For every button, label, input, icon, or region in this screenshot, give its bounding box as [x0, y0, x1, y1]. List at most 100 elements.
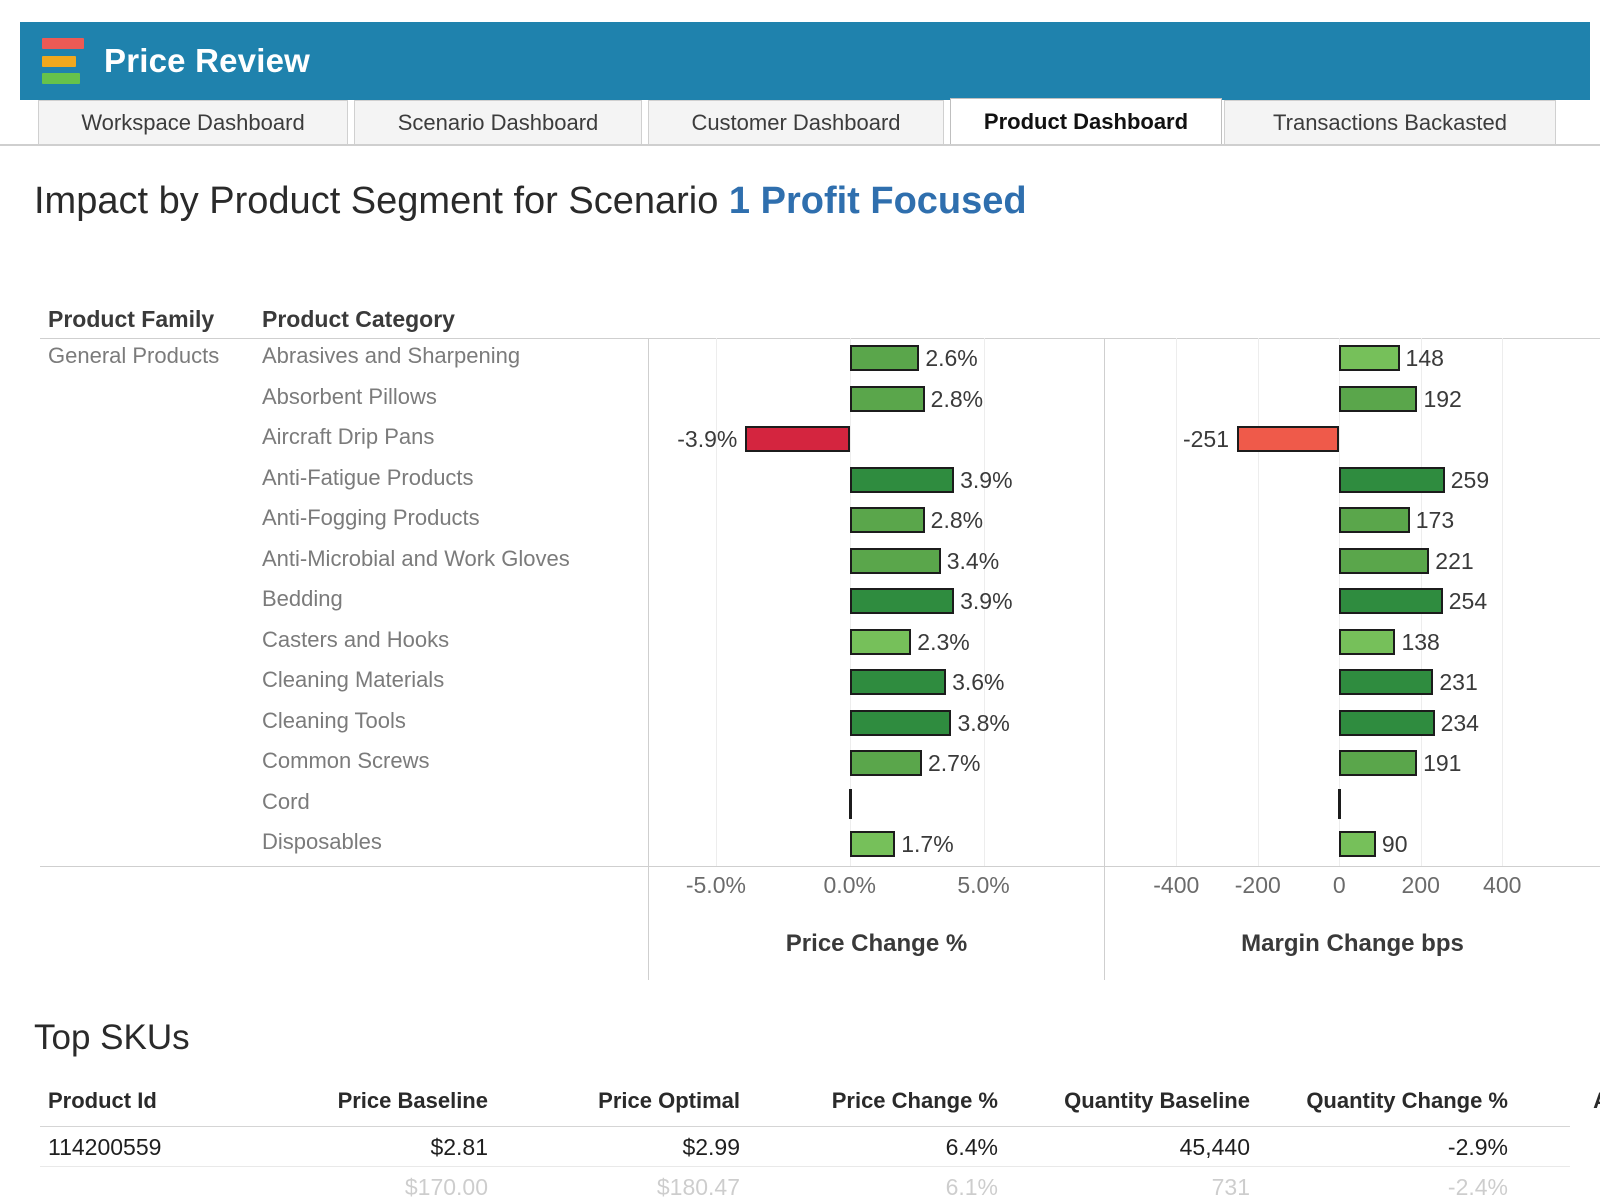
price-change-plot-cell[interactable]: -3.9% — [649, 419, 1104, 460]
bar[interactable] — [849, 466, 955, 493]
margin-change-plot-cell[interactable]: 90 — [1105, 824, 1600, 865]
column-header[interactable]: Quantity Change % — [1306, 1088, 1508, 1113]
segment-row[interactable]: Absorbent Pillows 2.8% 192 — [40, 379, 1600, 420]
tab-label: Workspace Dashboard — [81, 109, 305, 135]
price-change-plot-cell[interactable]: 2.8% — [649, 379, 1104, 420]
bar-value-label: 192 — [1423, 385, 1462, 412]
margin-change-plot-cell[interactable]: 148 — [1105, 338, 1600, 379]
bar[interactable] — [849, 669, 947, 695]
column-header[interactable]: Quantity Baseline — [1064, 1088, 1250, 1113]
margin-change-plot-cell[interactable]: 259 — [1105, 460, 1600, 501]
segment-row[interactable]: Casters and Hooks 2.3% 138 — [40, 622, 1600, 663]
table-row[interactable]: 114200559 $2.81 $2.99 6.4% 45,440 -2.9% — [40, 1126, 1600, 1167]
tab-transactions-backasted[interactable]: Transactions Backasted — [1224, 100, 1556, 144]
price-change-plot-cell[interactable] — [649, 784, 1104, 825]
column-header[interactable]: Price Baseline — [337, 1088, 488, 1113]
column-divider-margin-lower — [1104, 867, 1105, 980]
segment-row[interactable]: Anti-Fogging Products 2.8% 173 — [40, 500, 1600, 541]
segment-row[interactable]: Cord — [40, 784, 1600, 825]
price-change-plot-cell[interactable]: 2.7% — [649, 743, 1104, 784]
price-change-plot-cell[interactable]: 3.9% — [649, 581, 1104, 622]
segment-row[interactable]: Common Screws 2.7% 191 — [40, 743, 1600, 784]
bar[interactable] — [1339, 750, 1418, 776]
price-change-plot-cell[interactable]: 3.4% — [649, 541, 1104, 582]
segment-row[interactable]: Anti-Fatigue Products 3.9% 259 — [40, 460, 1600, 501]
bar[interactable] — [1339, 628, 1396, 655]
margin-change-plot-cell[interactable]: 221 — [1105, 541, 1600, 582]
table-row[interactable]: $170.00 $180.47 6.1% 731 -2.4% — [40, 1166, 1600, 1200]
segment-row[interactable]: Anti-Microbial and Work Gloves 3.4% 221 — [40, 541, 1600, 582]
table-body: 114200559 $2.81 $2.99 6.4% 45,440 -2.9% $170.0… — [40, 1126, 1600, 1200]
table-cell: 45,440 — [1179, 1134, 1250, 1160]
segment-row[interactable]: Cleaning Tools 3.8% 234 — [40, 703, 1600, 744]
margin-change-plot-cell[interactable]: -251 — [1105, 419, 1600, 460]
bar[interactable] — [745, 426, 850, 452]
margin-change-plot-cell[interactable]: 231 — [1105, 662, 1600, 703]
bar-value-label: 2.7% — [928, 750, 981, 776]
bar[interactable] — [849, 385, 925, 412]
axis-tick-label: -200 — [1234, 872, 1281, 898]
price-change-plot-cell[interactable]: 3.9% — [649, 460, 1104, 501]
margin-change-plot-cell[interactable]: 234 — [1105, 703, 1600, 744]
segment-row[interactable]: Disposables 1.7% 90 — [40, 824, 1600, 865]
segment-row[interactable]: Bedding 3.9% 254 — [40, 581, 1600, 622]
bar[interactable] — [1338, 788, 1342, 819]
bar[interactable] — [1339, 466, 1445, 493]
table-header-row: Product Id Price Baseline Price Optimal Pri… — [40, 1088, 1600, 1126]
app-title: Price Review — [104, 42, 311, 79]
bar[interactable] — [849, 750, 922, 776]
margin-change-plot-cell[interactable]: 254 — [1105, 581, 1600, 622]
margin-change-plot-cell[interactable]: 191 — [1105, 743, 1600, 784]
bar[interactable] — [849, 709, 952, 736]
bar[interactable] — [1237, 426, 1340, 452]
bar[interactable] — [849, 831, 896, 857]
table-cell: 731 — [1211, 1174, 1250, 1200]
margin-change-plot-cell[interactable]: 192 — [1105, 379, 1600, 420]
margin-change-plot-cell[interactable]: 138 — [1105, 622, 1600, 663]
grid-bottom-divider — [40, 866, 1600, 867]
column-header[interactable]: Price Change % — [831, 1088, 998, 1113]
bar[interactable] — [1339, 588, 1443, 614]
column-divider-price-lower — [648, 867, 649, 980]
segment-row[interactable]: Cleaning Materials 3.6% 231 — [40, 662, 1600, 703]
segment-row[interactable]: General Products Abrasives and Sharpening… — [40, 338, 1600, 379]
bar[interactable] — [1339, 709, 1435, 736]
column-header[interactable]: Price Optimal — [598, 1088, 740, 1113]
price-change-plot-cell[interactable]: 1.7% — [649, 824, 1104, 865]
product-category-label: Anti-Fogging Products — [262, 505, 480, 530]
column-header[interactable]: Avg. — [1420, 1088, 1600, 1114]
bar[interactable] — [848, 788, 852, 819]
price-change-plot-cell[interactable]: 3.6% — [649, 662, 1104, 703]
bar[interactable] — [1339, 385, 1418, 412]
segment-row[interactable]: Aircraft Drip Pans -3.9% -251 — [40, 419, 1600, 460]
tab-workspace-dashboard[interactable]: Workspace Dashboard — [38, 100, 348, 144]
tab-scenario-dashboard[interactable]: Scenario Dashboard — [354, 100, 642, 144]
bar[interactable] — [1339, 345, 1400, 371]
price-change-plot-cell[interactable]: 2.8% — [649, 500, 1104, 541]
bar[interactable] — [1339, 547, 1430, 574]
product-category-label: Cord — [262, 788, 310, 814]
tab-customer-dashboard[interactable]: Customer Dashboard — [648, 100, 944, 144]
column-divider-price — [648, 338, 649, 866]
margin-change-plot-cell[interactable] — [1105, 784, 1600, 825]
bar[interactable] — [849, 345, 920, 371]
axis-tick-label: 400 — [1483, 872, 1522, 898]
bar-value-label: 191 — [1423, 750, 1462, 776]
price-change-plot-cell[interactable]: 2.3% — [649, 622, 1104, 663]
price-change-plot-cell[interactable]: 2.6% — [649, 338, 1104, 379]
bar[interactable] — [1339, 669, 1434, 695]
bar[interactable] — [849, 547, 941, 574]
product-category-label: Absorbent Pillows — [262, 383, 437, 409]
bar[interactable] — [849, 628, 912, 655]
column-header[interactable]: Product Id — [48, 1088, 157, 1113]
table-cell: $2.99 — [682, 1134, 740, 1160]
bar[interactable] — [1339, 831, 1376, 857]
tab-product-dashboard[interactable]: Product Dashboard — [950, 98, 1222, 144]
top-skus-title: Top SKUs — [34, 1018, 190, 1057]
product-category-label: Common Screws — [262, 748, 430, 773]
margin-change-plot-cell[interactable]: 173 — [1105, 500, 1600, 541]
price-change-plot-cell[interactable]: 3.8% — [649, 703, 1104, 744]
bar[interactable] — [1339, 507, 1410, 533]
bar[interactable] — [849, 588, 955, 614]
bar[interactable] — [849, 507, 925, 533]
